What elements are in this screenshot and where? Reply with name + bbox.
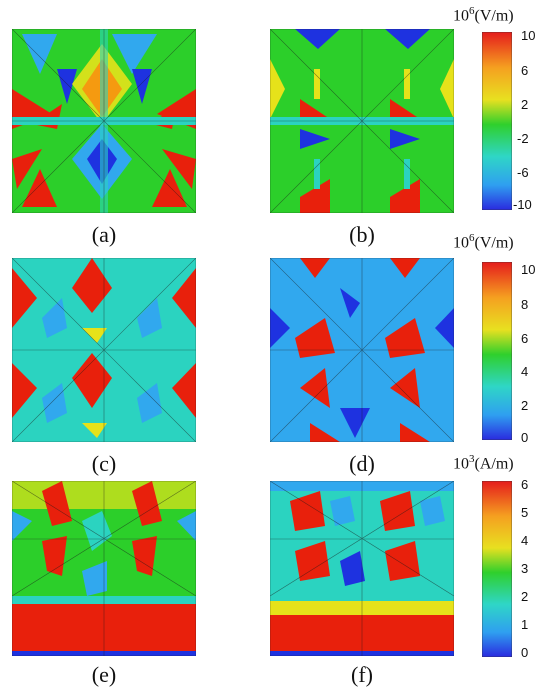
colorbar-2-tick-2: 6 (521, 331, 529, 346)
colorbar-1-tick-4: -6 (517, 165, 529, 180)
colorbar-1-tick-1: 6 (521, 63, 529, 78)
field-plot-f (270, 481, 454, 656)
field-map-c (12, 258, 196, 442)
colorbar-3-unit: 103(A/m) (453, 453, 514, 473)
colorbar-1-unit: 106(V/m) (453, 5, 514, 25)
panel-label-c: (c) (91, 451, 117, 476)
colorbar-3-tick-6: 0 (521, 645, 529, 660)
field-plot-b (270, 29, 454, 213)
colorbar-2-tick-4: 2 (521, 398, 529, 413)
field-map-d (270, 258, 454, 442)
field-plot-d (270, 258, 454, 442)
colorbar-1-tick-5: -10 (513, 197, 532, 212)
field-map-b (270, 29, 454, 213)
field-plot-e (12, 481, 196, 656)
panel-label-f: (f) (351, 662, 373, 687)
field-map-e (12, 481, 196, 656)
field-map-f (270, 481, 454, 656)
field-map-a (12, 29, 196, 213)
colorbar-3-tick-1: 5 (521, 505, 529, 520)
panel-label-e: (e) (91, 662, 117, 687)
colorbar-3-tick-2: 4 (521, 533, 529, 548)
colorbar-2-tick-1: 8 (521, 297, 529, 312)
colorbar-1-tick-3: -2 (517, 131, 529, 146)
colorbar-3-tick-5: 1 (521, 617, 529, 632)
panel-label-d: (d) (349, 451, 375, 476)
colorbar-2-tick-0: 10 (521, 262, 536, 277)
colorbar-2-tick-5: 0 (521, 430, 529, 445)
colorbar-2-unit: 106(V/m) (453, 232, 514, 252)
colorbar-3 (481, 480, 513, 662)
colorbar-2-tick-3: 4 (521, 364, 529, 379)
field-plot-a (12, 29, 196, 213)
field-plot-c (12, 258, 196, 442)
colorbar-3-tick-0: 6 (521, 477, 529, 492)
colorbar-1-tick-2: 2 (521, 97, 529, 112)
panel-label-b: (b) (349, 222, 375, 247)
colorbar-3-tick-3: 3 (521, 561, 529, 576)
panel-label-a: (a) (91, 222, 117, 247)
colorbar-2 (481, 261, 513, 445)
colorbar-1 (481, 31, 513, 215)
colorbar-1-tick-0: 10 (521, 28, 536, 43)
colorbar-3-tick-4: 2 (521, 589, 529, 604)
